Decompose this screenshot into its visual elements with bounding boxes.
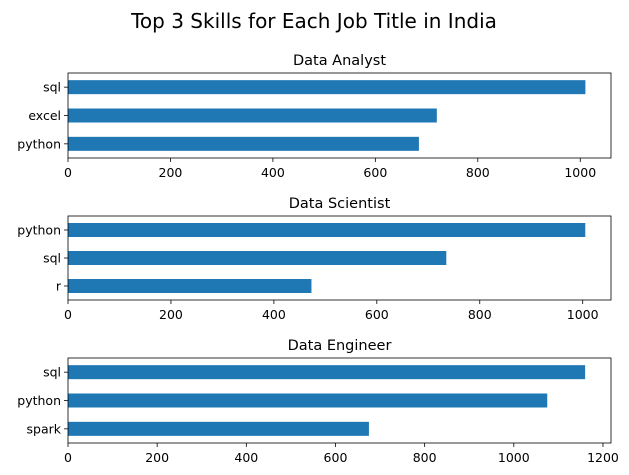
x-tick-label: 1000 [498,450,530,465]
x-tick-label: 600 [363,165,387,180]
x-tick-label: 1000 [564,165,596,180]
y-tick-label: sql [43,251,61,266]
subplot-2: Data Scientist python sql r0 200 400 600 800 100… [17,196,612,322]
y-tick-label: python [17,136,61,151]
subplot-title: Data Analyst [293,53,386,69]
bar-python [68,136,419,151]
x-tick-label: 400 [262,307,286,322]
x-tick-label: 800 [466,165,490,180]
bar-sql [68,80,586,95]
y-tick-label: python [17,393,61,408]
subplot-title: Data Scientist [289,196,391,212]
x-tick-label: 400 [234,450,258,465]
chart-title: Top 3 Skills for Each Job Title in India [130,9,497,33]
x-tick-label: 0 [64,307,72,322]
y-tick-label: r [56,279,62,294]
x-tick-label: 200 [159,165,183,180]
y-tick-label: python [17,223,61,238]
x-tick-label: 600 [324,450,348,465]
bar-sql [68,251,447,265]
bar-sql [68,365,586,380]
axes-frame [67,72,612,159]
x-tick-label: 0 [64,450,72,465]
axes-frame [67,357,612,444]
x-tick-label: 600 [365,307,389,322]
y-tick-label: sql [43,365,61,380]
y-tick-label: excel [28,108,61,123]
x-tick-label: 200 [159,307,183,322]
x-tick-label: 800 [468,307,492,322]
x-tick-label: 200 [145,450,169,465]
subplot-title: Data Engineer [288,338,392,354]
x-tick-label: 1000 [567,307,599,322]
x-tick-label: 400 [261,165,285,180]
axes-frame [67,215,612,301]
bar-spark [68,421,369,436]
x-tick-label: 1200 [587,450,619,465]
bar-r [68,279,312,293]
bar-python [68,223,586,237]
x-tick-label: 0 [64,165,72,180]
y-tick-label: sql [43,80,61,95]
y-tick-label: spark [27,421,62,436]
bar-python [68,393,548,408]
bar-excel [68,108,437,123]
x-tick-label: 800 [413,450,437,465]
